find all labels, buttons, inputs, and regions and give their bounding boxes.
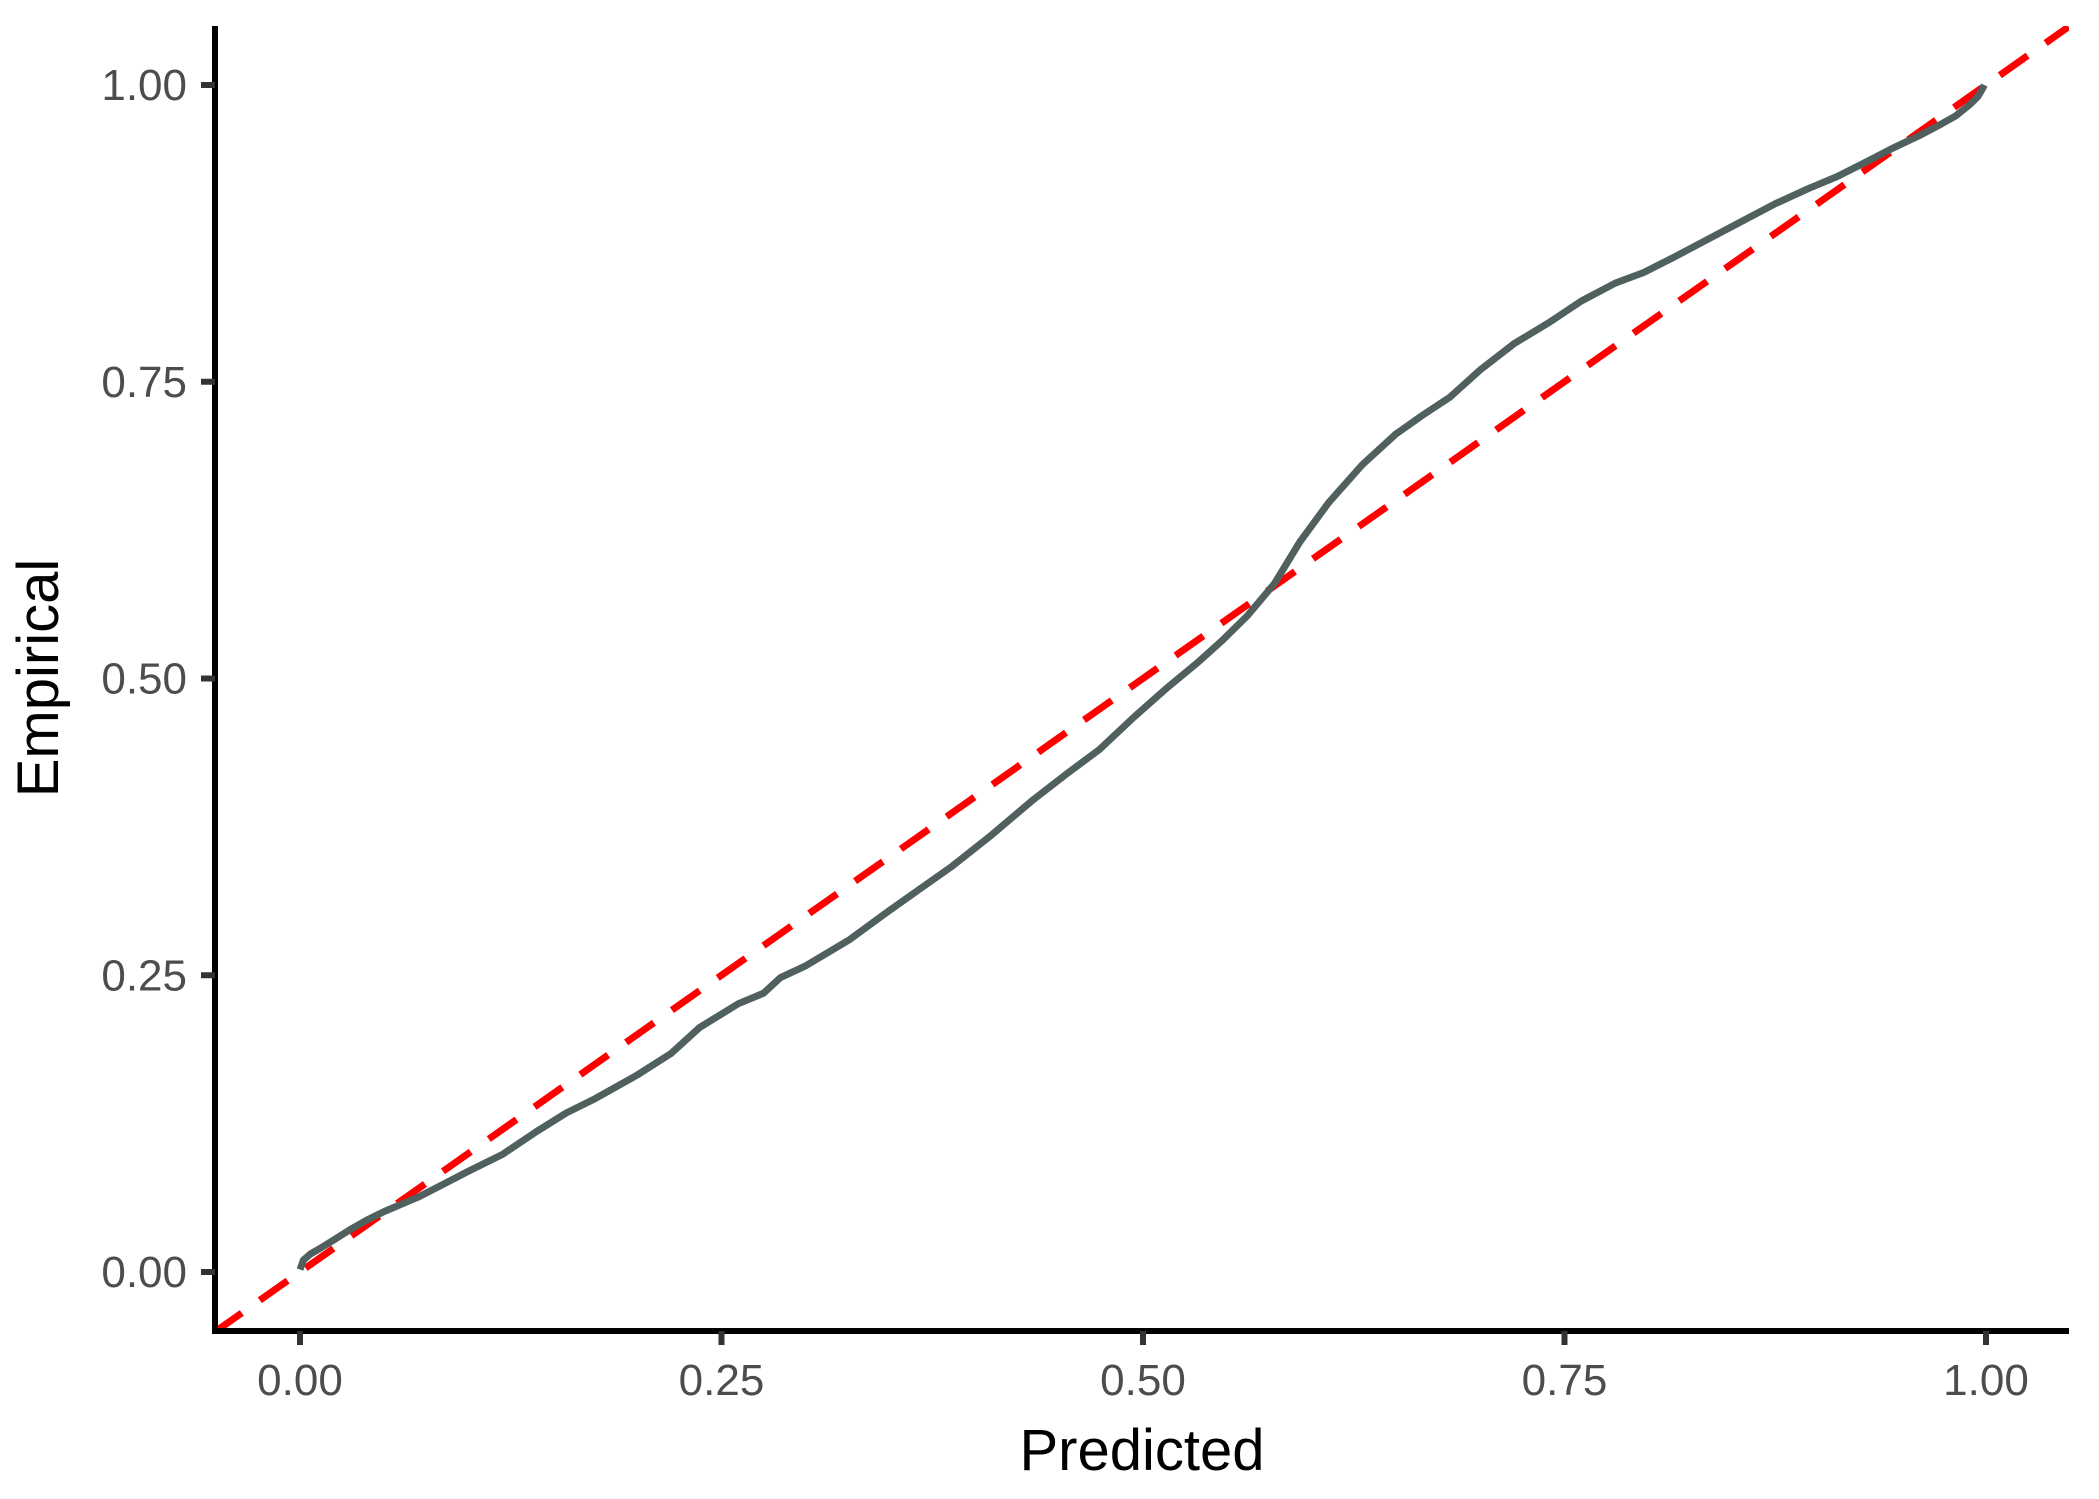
y-tick-label: 0.00 xyxy=(101,1248,187,1297)
x-axis-ticks: 0.00 0.25 0.50 0.75 1.00 xyxy=(257,1331,2029,1405)
x-tick-label: 0.50 xyxy=(1100,1356,1186,1405)
y-tick-label: 0.75 xyxy=(101,358,187,407)
y-axis-ticks: 0.00 0.25 0.50 0.75 1.00 xyxy=(101,61,215,1297)
x-tick-label: 1.00 xyxy=(1943,1356,2029,1405)
identity-reference xyxy=(215,26,2069,1331)
y-tick-label: 0.25 xyxy=(101,951,187,1000)
y-tick-label: 1.00 xyxy=(101,61,187,110)
x-tick-label: 0.75 xyxy=(1522,1356,1608,1405)
y-tick-label: 0.50 xyxy=(101,655,187,704)
calibration-curve xyxy=(296,83,1988,1271)
y-axis-title: Empirical xyxy=(6,559,71,798)
x-tick-label: 0.00 xyxy=(257,1356,343,1405)
x-tick-label: 0.25 xyxy=(679,1356,765,1405)
x-axis-title: Predicted xyxy=(1019,1418,1264,1483)
series-layer xyxy=(215,26,2069,1331)
